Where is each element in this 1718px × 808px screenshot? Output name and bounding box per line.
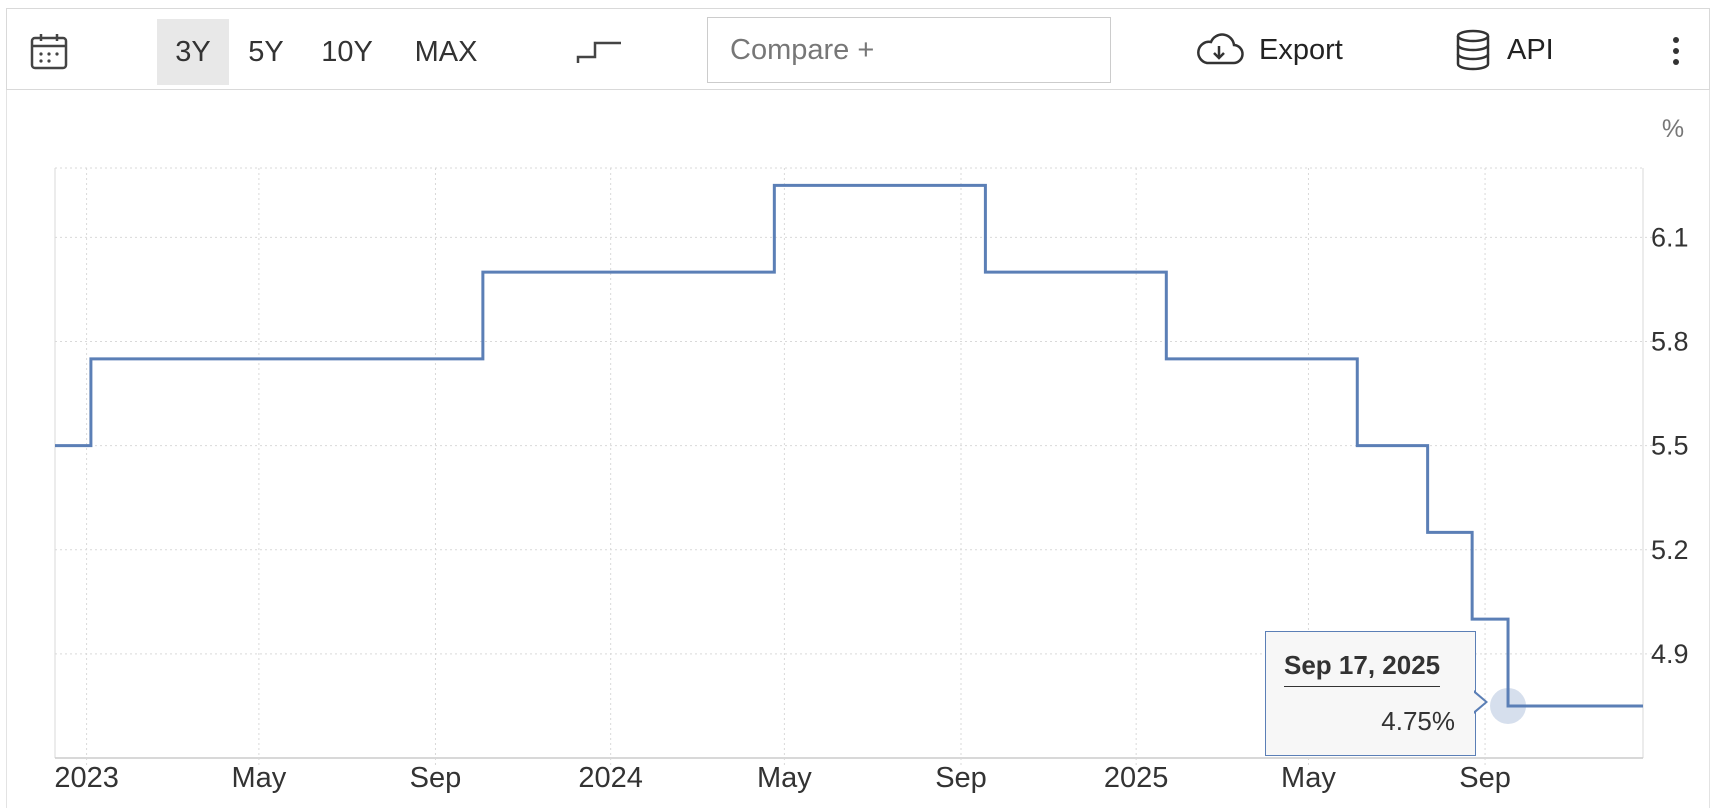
y-tick-label: 6.1 (1651, 222, 1689, 252)
api-button[interactable]: API (1453, 17, 1554, 83)
compare-input[interactable]: Compare + (707, 17, 1111, 83)
y-unit-label: % (1662, 115, 1684, 143)
tooltip-value: 4.75% (1381, 706, 1455, 736)
api-label: API (1507, 33, 1554, 66)
export-label: Export (1259, 33, 1343, 66)
range-5y-button[interactable]: 5Y (248, 36, 284, 68)
tooltip-date: Sep 17, 2025 (1284, 650, 1441, 687)
x-tick-label: Sep (1459, 762, 1511, 794)
x-tick-label: 2024 (578, 762, 643, 794)
export-button[interactable]: Export (1193, 17, 1343, 83)
range-10y-button[interactable]: 10Y (321, 36, 373, 68)
y-tick-label: 5.2 (1651, 535, 1689, 565)
calendar-icon[interactable] (29, 31, 69, 71)
y-tick-label: 5.5 (1651, 431, 1689, 461)
y-tick-label: 5.8 (1651, 327, 1689, 357)
range-max-button[interactable]: MAX (414, 36, 478, 68)
highlight-marker[interactable] (1490, 687, 1527, 724)
range-3y-button[interactable]: 3Y (157, 19, 229, 85)
cloud-download-icon (1197, 33, 1244, 65)
tooltip-arrow-fill (1473, 692, 1485, 712)
more-vertical-icon[interactable] (1661, 31, 1691, 71)
x-tick-label: May (231, 762, 286, 794)
step-chart-icon[interactable] (575, 31, 623, 71)
x-tick-label: May (757, 762, 812, 794)
x-tick-label: Sep (410, 762, 462, 794)
chart-toolbar: 3Y 5Y 10Y MAX Compare + Export API (6, 8, 1710, 90)
chart-tooltip: Sep 17, 2025 4.75% (1265, 631, 1476, 756)
y-tick-label: 4.9 (1651, 639, 1689, 669)
x-tick-label: Sep (935, 762, 987, 794)
x-tick-label: 2023 (54, 762, 119, 794)
chart-frame (6, 90, 1710, 808)
series-step-line (55, 183, 1643, 708)
database-icon (1456, 29, 1490, 71)
x-tick-label: May (1281, 762, 1336, 794)
x-tick-label: 2025 (1104, 762, 1169, 794)
